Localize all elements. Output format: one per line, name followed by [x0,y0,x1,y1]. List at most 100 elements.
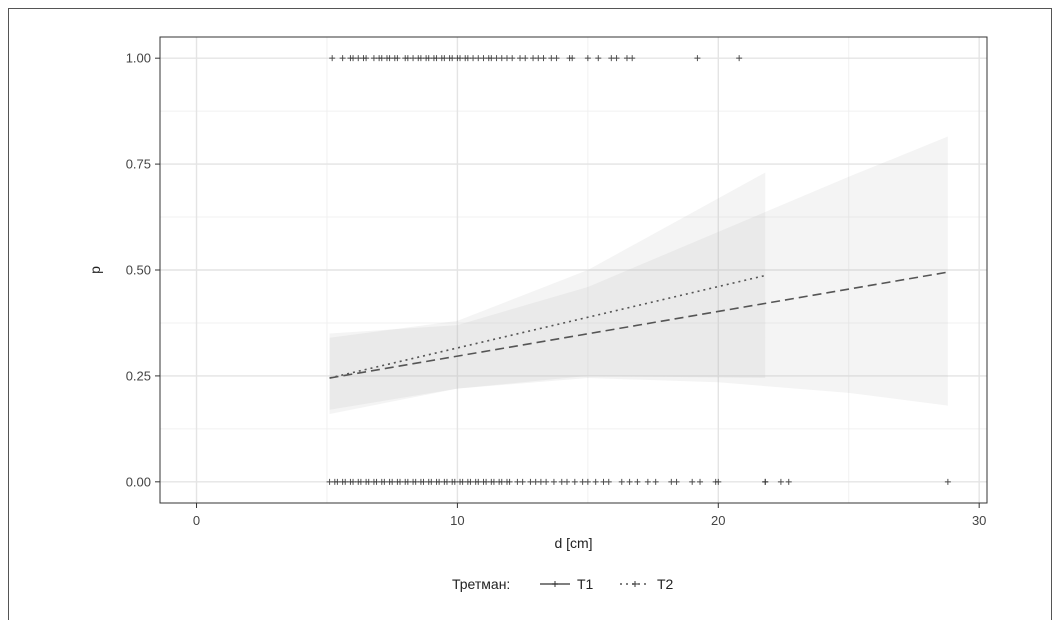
data-points [326,55,951,485]
x-tick-label: 30 [972,513,986,528]
data-point-t2 [433,478,440,485]
data-point-t2 [503,478,510,485]
fit-lines [329,271,949,379]
legend-label-t2: T2 [657,576,674,592]
fit-line-t2 [329,274,766,379]
y-tick-label: 0.00 [126,474,151,489]
data-point-t1 [618,478,625,485]
data-point-t2 [331,478,338,485]
data-point-t1 [355,55,362,62]
x-tick-label: 0 [193,513,200,528]
data-point-t2 [417,478,424,485]
data-point-t2 [410,55,417,62]
data-point-t2 [394,478,401,485]
data-point-t2 [480,55,487,62]
data-point-t1 [517,55,524,62]
data-point-t2 [553,55,560,62]
data-point-t2 [449,478,456,485]
data-point-t2 [697,478,704,485]
data-point-t1 [694,55,701,62]
data-point-t2 [579,478,586,485]
data-point-t2 [623,55,630,62]
major-gridlines [160,37,987,503]
data-point-t2 [350,55,357,62]
data-point-t2 [488,55,495,62]
data-point-t2 [378,55,385,62]
data-point-t2 [339,55,346,62]
data-point-t2 [563,478,570,485]
data-point-t2 [472,478,479,485]
data-point-t2 [464,478,471,485]
y-axis-label: p [87,266,103,274]
data-point-t1 [329,55,336,62]
data-point-t2 [355,478,362,485]
legend-label-t1: T1 [577,576,594,592]
data-point-t1 [503,55,510,62]
y-tick-label: 0.25 [126,368,151,383]
data-point-t2 [410,478,417,485]
data-point-t2 [386,55,393,62]
data-point-t1 [475,55,482,62]
data-point-t2 [537,478,544,485]
data-point-t2 [613,55,620,62]
data-point-t1 [532,478,539,485]
confidence-band-t2 [329,172,766,415]
y-axis-ticks: 0.00 0.25 0.50 0.75 1.00 [126,51,160,489]
data-point-t1 [548,55,555,62]
data-point-t2 [370,55,377,62]
data-point-t1 [652,478,659,485]
data-point-t2 [417,55,424,62]
y-tick-label: 0.50 [126,263,151,278]
data-point-t2 [425,478,432,485]
data-point-t1 [689,478,696,485]
data-point-t2 [347,478,354,485]
data-point-t2 [527,478,534,485]
data-point-t1 [673,478,680,485]
data-point-t1 [540,55,547,62]
data-point-t2 [498,55,505,62]
data-point-t1 [519,478,526,485]
data-point-t1 [629,55,636,62]
data-point-t2 [462,55,469,62]
data-point-t1 [785,478,792,485]
data-point-t2 [433,55,440,62]
confidence-bands [329,136,948,415]
data-point-t2 [457,478,464,485]
x-tick-label: 10 [450,513,464,528]
data-point-t2 [535,55,542,62]
data-point-t2 [496,478,503,485]
data-point-t2 [454,55,461,62]
legend-title: Третман: [452,576,510,592]
legend-key-point-t1 [552,581,558,587]
data-point-t2 [595,55,602,62]
data-point-t2 [370,478,377,485]
data-point-t2 [449,55,456,62]
data-point-t1 [543,478,550,485]
data-point-t2 [514,478,521,485]
figure-frame [8,8,1052,620]
data-point-t1 [493,55,500,62]
data-point-t2 [762,478,769,485]
data-point-t2 [386,478,393,485]
y-tick-label: 1.00 [126,51,151,66]
data-point-t2 [378,478,385,485]
data-point-t2 [626,478,633,485]
data-point-t2 [569,55,576,62]
data-point-t2 [394,55,401,62]
data-point-t2 [470,55,477,62]
data-point-t1 [530,55,537,62]
data-point-t1 [600,478,607,485]
data-point-t2 [339,478,346,485]
data-point-t2 [488,478,495,485]
data-point-t2 [605,478,612,485]
legend: Третман: T1 T2 [452,576,674,592]
y-tick-label: 0.75 [126,157,151,172]
data-point-t1 [608,55,615,62]
data-point-t2 [715,478,722,485]
data-point-t2 [441,55,448,62]
data-point-t1 [777,478,784,485]
data-point-t1 [584,478,591,485]
x-tick-label: 20 [711,513,725,528]
data-point-t2 [509,55,516,62]
